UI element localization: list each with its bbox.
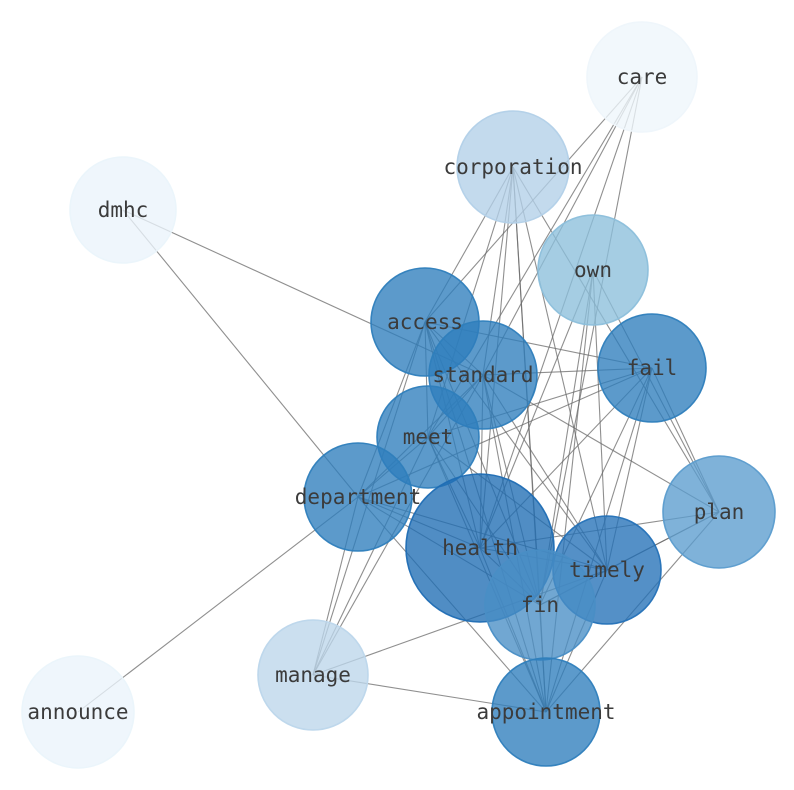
node-label-plan: plan	[694, 500, 745, 524]
node-label-corporation: corporation	[443, 155, 582, 179]
node-own	[537, 214, 649, 326]
node-label-care: care	[617, 65, 668, 89]
node-corporation	[456, 110, 570, 224]
node-appointment	[491, 657, 601, 767]
node-care	[586, 21, 698, 133]
node-fail	[597, 313, 707, 423]
node-label-appointment: appointment	[476, 700, 615, 724]
node-label-dmhc: dmhc	[98, 198, 149, 222]
node-department	[303, 442, 413, 552]
edge-dmhc-department	[122, 209, 359, 498]
node-label-manage: manage	[275, 663, 351, 687]
node-label-timely: timely	[569, 558, 645, 582]
node-label-fail: fail	[627, 356, 678, 380]
node-label-fin: fin	[521, 593, 559, 617]
node-label-access: access	[387, 310, 463, 334]
node-label-own: own	[574, 258, 612, 282]
node-label-standard: standard	[432, 363, 533, 387]
labels-layer: care dmhc announce corporation own manage plan…	[27, 65, 744, 724]
node-announce	[21, 655, 135, 769]
node-manage	[257, 619, 369, 731]
edge-care-fin	[539, 76, 643, 606]
nodes-layer	[21, 21, 776, 769]
node-label-department: department	[295, 485, 421, 509]
node-label-health: health	[442, 536, 518, 560]
node-meet	[376, 385, 480, 489]
node-label-meet: meet	[403, 425, 454, 449]
node-plan	[662, 455, 776, 569]
node-dmhc	[69, 156, 177, 264]
node-label-announce: announce	[27, 700, 128, 724]
edge-announce-department	[77, 496, 359, 713]
edge-corporation-timely	[512, 166, 608, 571]
